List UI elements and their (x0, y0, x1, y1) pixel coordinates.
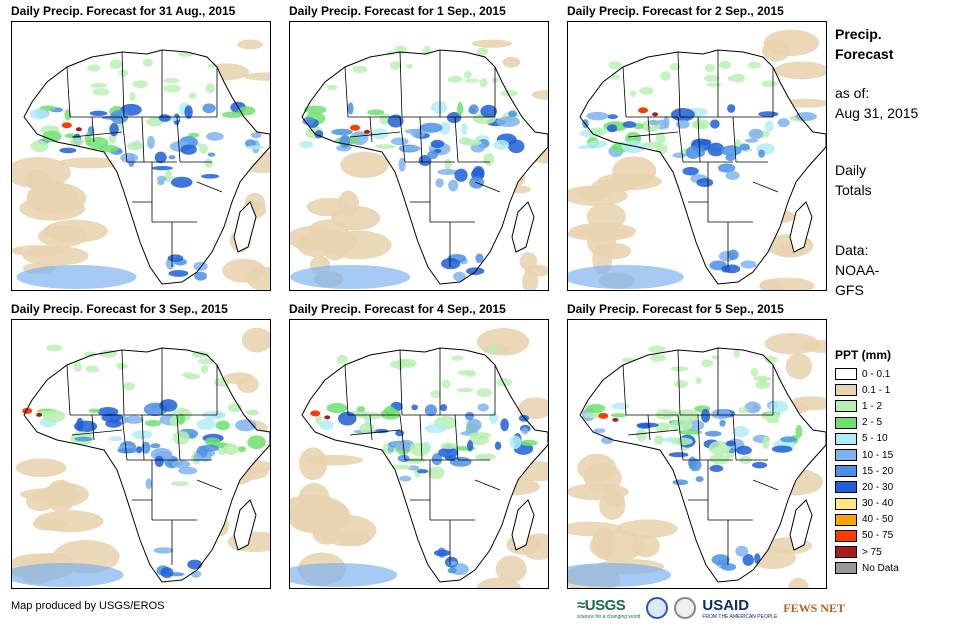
legend-item: 40 - 50 (835, 512, 955, 528)
fews-net-logo: FEWS NET (783, 600, 845, 615)
as-of-block: as of: Aug 31, 2015 (835, 83, 918, 123)
usgs-tagline: science for a changing world (577, 613, 641, 620)
totals-line1: Daily (835, 162, 867, 178)
legend-item: 10 - 15 (835, 447, 955, 463)
legend-swatch (835, 513, 857, 526)
data-line1: NOAA- (835, 262, 880, 278)
legend-item: 2 - 5 (835, 415, 955, 431)
totals-line2: Totals (835, 182, 872, 198)
legend-swatch (835, 529, 857, 542)
legend-label: 15 - 20 (862, 465, 894, 477)
data-source-block: Data: NOAA- GFS (835, 240, 879, 300)
legend-swatch (835, 432, 857, 445)
legend-swatch (835, 465, 857, 478)
noaa-seal-icon (646, 597, 669, 619)
legend-label: 50 - 75 (862, 530, 894, 542)
panel-title-6: Daily Precip. Forecast for 5 Sep., 2015 (567, 302, 784, 316)
legend-label: 2 - 5 (862, 417, 883, 429)
side-title: Precip. Forecast (835, 24, 893, 64)
side-title-line1: Precip. (835, 26, 882, 42)
forecast-map-6 (567, 319, 827, 589)
usaid-tagline: FROM THE AMERICAN PEOPLE (702, 613, 778, 620)
legend-label: 0.1 - 1 (862, 384, 891, 396)
legend: PPT (mm) 0 - 0.1 0.1 - 1 1 - 2 2 - 5 5 - 10 1… (835, 348, 955, 576)
legend-label: 10 - 15 (862, 449, 894, 461)
legend-label: 0 - 0.1 (862, 368, 891, 380)
forecast-map-5 (289, 319, 549, 589)
usaid-logo-text: USAID (702, 596, 750, 614)
legend-swatch (835, 384, 857, 397)
legend-item: 50 - 75 (835, 528, 955, 544)
legend-swatch (835, 416, 857, 429)
legend-title: PPT (mm) (835, 348, 892, 362)
legend-label: 5 - 10 (862, 433, 888, 445)
legend-item: 30 - 40 (835, 496, 955, 512)
as-of-date: Aug 31, 2015 (835, 105, 919, 121)
as-of-label: as of: (835, 85, 870, 101)
usaid-logo: USAID FROM THE AMERICAN PEOPLE (702, 597, 777, 620)
legend-swatch (835, 546, 857, 559)
forecast-map-2 (289, 21, 549, 291)
legend-label: 40 - 50 (862, 514, 894, 526)
side-title-line2: Forecast (835, 46, 894, 62)
legend-swatch (835, 449, 857, 462)
legend-item: 1 - 2 (835, 398, 955, 414)
legend-item: > 75 (835, 544, 955, 560)
panel-title-5: Daily Precip. Forecast for 4 Sep., 2015 (289, 302, 506, 316)
legend-item: 0 - 0.1 (835, 366, 955, 382)
legend-swatch (835, 368, 857, 381)
usgs-logo: ≈USGS science for a changing world (577, 597, 640, 620)
map-credit: Map produced by USGS/EROS (11, 600, 165, 612)
legend-item: 20 - 30 (835, 479, 955, 495)
panel-title-4: Daily Precip. Forecast for 3 Sep., 2015 (11, 302, 228, 316)
legend-swatch (835, 497, 857, 510)
legend-item: 15 - 20 (835, 463, 955, 479)
legend-label: 20 - 30 (862, 481, 894, 493)
legend-swatch (835, 400, 857, 413)
panel-title-1: Daily Precip. Forecast for 31 Aug., 2015 (11, 4, 236, 18)
legend-item: 5 - 10 (835, 431, 955, 447)
legend-label: No Data (862, 562, 899, 574)
legend-label: > 75 (862, 546, 882, 558)
legend-swatch (835, 481, 857, 494)
usgs-logo-text: ≈USGS (577, 596, 626, 614)
data-label: Data: (835, 242, 869, 258)
legend-label: 1 - 2 (862, 400, 883, 412)
legend-items: 0 - 0.1 0.1 - 1 1 - 2 2 - 5 5 - 10 10 - 15 15 … (835, 366, 955, 576)
panel-title-3: Daily Precip. Forecast for 2 Sep., 2015 (567, 4, 784, 18)
totals-block: Daily Totals (835, 160, 872, 200)
legend-label: 30 - 40 (862, 498, 894, 510)
forecast-map-4 (11, 319, 271, 589)
nasa-seal-icon (674, 597, 697, 619)
legend-swatch (835, 562, 857, 575)
forecast-map-1 (11, 21, 271, 291)
legend-item: 0.1 - 1 (835, 382, 955, 398)
logo-strip: ≈USGS science for a changing world USAID… (577, 594, 845, 622)
forecast-map-3 (567, 21, 827, 291)
legend-item: No Data (835, 560, 955, 576)
panel-title-2: Daily Precip. Forecast for 1 Sep., 2015 (289, 4, 506, 18)
data-line2: GFS (835, 282, 864, 298)
